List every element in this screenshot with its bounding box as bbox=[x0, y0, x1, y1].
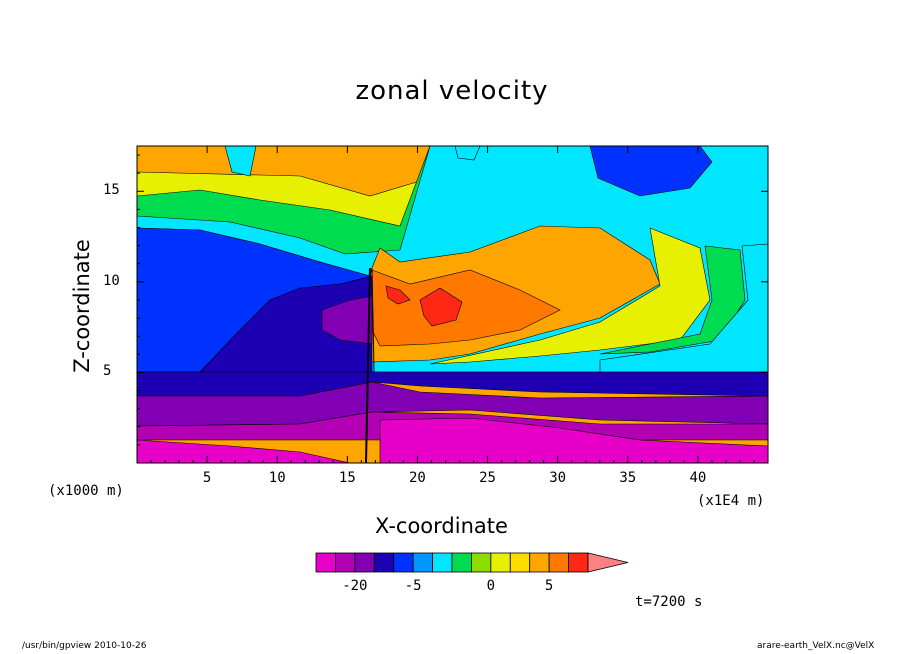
footer-left: /usr/bin/gpview 2010-10-26 bbox=[22, 641, 147, 651]
contour-field bbox=[137, 146, 768, 463]
left-dark-blue bbox=[199, 275, 373, 373]
colorbar-segment bbox=[509, 552, 531, 573]
colorbar-tick-label: 5 bbox=[544, 578, 554, 594]
colorbar-segment bbox=[335, 552, 356, 573]
outer-green-wrap bbox=[599, 245, 746, 355]
colorbar-segment bbox=[568, 552, 589, 573]
core-red-2 bbox=[419, 287, 463, 327]
colorbar-segment bbox=[451, 552, 472, 573]
colorbar bbox=[315, 552, 629, 573]
colorbar-segment bbox=[373, 552, 395, 573]
x-tick-label: 30 bbox=[549, 470, 567, 486]
colorbar-segment bbox=[471, 552, 492, 573]
colorbar-segment bbox=[548, 552, 569, 573]
x-tick-label: 35 bbox=[619, 470, 637, 486]
colorbar-segment bbox=[354, 552, 375, 573]
y-ticks bbox=[137, 154, 768, 446]
colorbar-segment bbox=[432, 552, 453, 573]
front-line bbox=[365, 267, 371, 463]
chart-title: zonal velocity bbox=[355, 76, 549, 106]
x-tick-label: 15 bbox=[338, 470, 356, 486]
colorbar-tick-label: -20 bbox=[342, 578, 368, 594]
colorbar-segment bbox=[412, 552, 433, 573]
x-unit-label: (x1000 m) bbox=[48, 483, 124, 499]
top-cyan-patch bbox=[224, 146, 257, 177]
colorbar-tick-label: -5 bbox=[404, 578, 422, 594]
footer-right: arare-earth_VelX.nc@VelX bbox=[757, 641, 875, 651]
core-red bbox=[385, 285, 411, 305]
x-tick-label: 25 bbox=[479, 470, 496, 486]
top-blue-patch bbox=[589, 146, 713, 197]
time-annotation: t=7200 s bbox=[635, 594, 703, 610]
y-axis-label: Z-coordinate bbox=[70, 239, 94, 373]
x-multiplier-label: (x1E4 m) bbox=[697, 493, 765, 509]
colorbar-segment bbox=[393, 552, 414, 573]
surface-magenta bbox=[379, 417, 768, 463]
colorbar-extension bbox=[587, 552, 629, 573]
x-tick-label: 40 bbox=[689, 470, 707, 486]
right-cyan-region bbox=[599, 243, 768, 373]
colorbar-tick-label: 0 bbox=[486, 578, 496, 594]
plot-frame bbox=[136, 145, 769, 464]
y-tick-label: 5 bbox=[103, 363, 112, 380]
left-purple-patch bbox=[321, 295, 373, 345]
top-cyan-patch-2 bbox=[454, 146, 481, 161]
x-axis-label: X-coordinate bbox=[375, 514, 508, 538]
x-tick-label: 5 bbox=[202, 470, 212, 486]
core-dark-orange bbox=[371, 269, 561, 347]
colorbar-segment bbox=[529, 552, 550, 573]
x-ticks bbox=[150, 146, 755, 463]
x-tick-label: 20 bbox=[409, 470, 426, 486]
y-tick-label: 10 bbox=[103, 272, 120, 289]
outer-yellow-wrap bbox=[429, 227, 711, 365]
x-tick-label: 10 bbox=[268, 470, 286, 486]
y-tick-label: 15 bbox=[103, 182, 120, 199]
colorbar-segment bbox=[490, 552, 511, 573]
colorbar-segment bbox=[315, 552, 336, 573]
surface-magenta-left bbox=[137, 439, 351, 463]
